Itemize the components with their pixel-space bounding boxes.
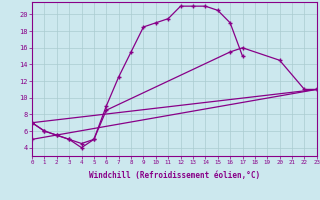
X-axis label: Windchill (Refroidissement éolien,°C): Windchill (Refroidissement éolien,°C) bbox=[89, 171, 260, 180]
